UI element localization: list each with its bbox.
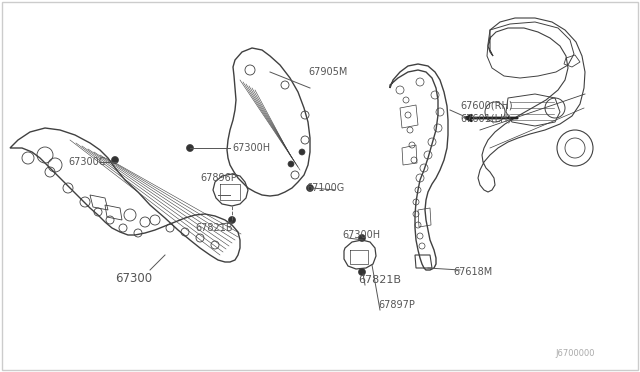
Text: 67300C: 67300C [68, 157, 106, 167]
Circle shape [358, 269, 365, 276]
Circle shape [288, 161, 294, 167]
Text: 67897P: 67897P [378, 300, 415, 310]
Text: 67600(RH): 67600(RH) [460, 100, 513, 110]
Text: 67300: 67300 [115, 272, 152, 285]
Text: 67618M: 67618M [453, 267, 492, 277]
Circle shape [299, 149, 305, 155]
Text: 67896P: 67896P [200, 173, 237, 183]
Text: 67100G: 67100G [306, 183, 344, 193]
Text: 67300H: 67300H [232, 143, 270, 153]
Circle shape [358, 234, 365, 241]
Circle shape [228, 217, 236, 224]
Text: 67905M: 67905M [308, 67, 348, 77]
Circle shape [307, 185, 314, 192]
Circle shape [186, 144, 193, 151]
Text: 67601(LH): 67601(LH) [460, 113, 511, 123]
Text: 67300H: 67300H [342, 230, 380, 240]
Text: 67821B: 67821B [195, 223, 232, 233]
Text: J6700000: J6700000 [556, 349, 595, 358]
Text: 67821B: 67821B [358, 275, 401, 285]
Circle shape [111, 157, 118, 164]
